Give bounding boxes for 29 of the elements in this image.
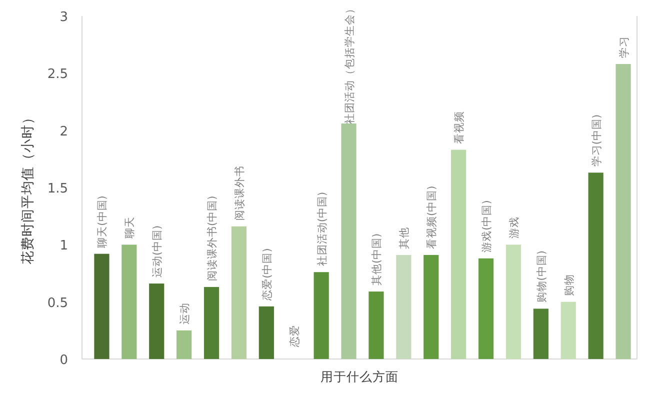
y-tick-label: 0	[60, 353, 68, 368]
x-tick-label: 恋爱(中国)	[260, 248, 274, 302]
x-tick-label: 游戏	[507, 216, 520, 239]
x-axis-title: 用于什么方面	[320, 369, 398, 384]
x-tick-label: 学习(中国)	[590, 114, 603, 167]
x-tick-label: 运动(中国)	[150, 225, 164, 278]
x-tick-label: 运动	[178, 302, 192, 324]
x-tick-label: 其他	[398, 226, 411, 249]
x-tick-label: 阅读课外书(中国)	[206, 196, 219, 281]
x-tick-label: 看视频	[452, 110, 466, 144]
x-tick-label: 阅读课外书	[232, 165, 246, 220]
x-tick-label: 恋爱	[288, 325, 301, 348]
x-tick-label: 其他(中国)	[370, 233, 384, 286]
x-tick-label: 社团活动（包括学生会）	[342, 3, 356, 124]
y-tick-label: 3	[60, 10, 68, 25]
y-tick-label: 1.5	[47, 182, 68, 196]
y-tick-label: 1	[60, 238, 68, 254]
x-tick-label: 购物	[563, 274, 576, 296]
y-axis-title: 花费时间平均值（小时）	[20, 110, 36, 264]
y-tick-label: 0.5	[47, 296, 68, 311]
x-tick-label: 购物(中国)	[534, 250, 548, 303]
x-tick-label: 聊天(中国)	[96, 196, 109, 248]
y-tick-label: 2.5	[47, 67, 68, 82]
x-tick-label: 聊天	[124, 216, 136, 239]
x-tick-label: 看视频(中国)	[425, 186, 438, 249]
y-tick-label: 2	[60, 124, 68, 140]
x-tick-label: 社团活动(中国)	[315, 192, 328, 266]
x-tick-label: 学习	[618, 36, 630, 58]
x-tick-label: 游戏(中国)	[480, 200, 494, 252]
